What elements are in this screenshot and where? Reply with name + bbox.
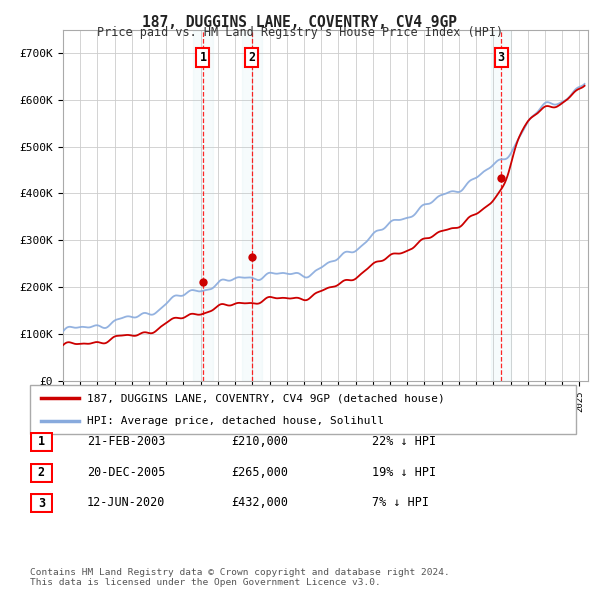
Text: 3: 3 [38,497,45,510]
Text: 1: 1 [38,435,45,448]
Text: £265,000: £265,000 [231,466,288,478]
Text: 19% ↓ HPI: 19% ↓ HPI [372,466,436,478]
Text: 21-FEB-2003: 21-FEB-2003 [87,435,166,448]
FancyBboxPatch shape [31,433,52,451]
Text: £432,000: £432,000 [231,496,288,509]
FancyBboxPatch shape [31,494,52,512]
Text: 7% ↓ HPI: 7% ↓ HPI [372,496,429,509]
Bar [491,30,511,381]
Text: HPI: Average price, detached house, Solihull: HPI: Average price, detached house, Soli… [88,415,385,425]
Text: 2: 2 [38,466,45,479]
FancyBboxPatch shape [31,464,52,481]
Text: 1: 1 [199,51,206,64]
Text: 187, DUGGINS LANE, COVENTRY, CV4 9GP (detached house): 187, DUGGINS LANE, COVENTRY, CV4 9GP (de… [88,394,445,404]
Text: 3: 3 [497,51,505,64]
Text: Contains HM Land Registry data © Crown copyright and database right 2024.
This d: Contains HM Land Registry data © Crown c… [30,568,450,587]
FancyBboxPatch shape [30,385,576,434]
Text: 22% ↓ HPI: 22% ↓ HPI [372,435,436,448]
Bar [241,30,262,381]
Text: 20-DEC-2005: 20-DEC-2005 [87,466,166,478]
Text: 187, DUGGINS LANE, COVENTRY, CV4 9GP: 187, DUGGINS LANE, COVENTRY, CV4 9GP [143,15,458,30]
Bar [193,30,213,381]
Text: 2: 2 [248,51,256,64]
Text: Price paid vs. HM Land Registry's House Price Index (HPI): Price paid vs. HM Land Registry's House … [97,26,503,39]
Text: £210,000: £210,000 [231,435,288,448]
Text: 12-JUN-2020: 12-JUN-2020 [87,496,166,509]
